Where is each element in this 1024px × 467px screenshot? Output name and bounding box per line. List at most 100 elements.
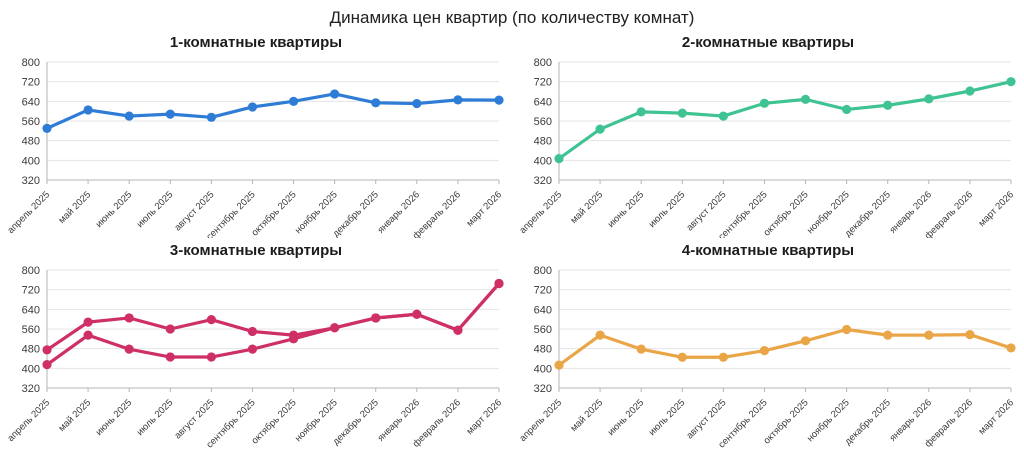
chart-3-room-title: 3-комнатные квартиры <box>169 242 343 259</box>
chart-grid: 1-комнатные квартиры 320 400 480 560 640 720 8… <box>0 32 1024 462</box>
data-point <box>288 334 299 344</box>
x-tick-label: май 2025 <box>569 397 606 434</box>
data-point <box>83 317 93 327</box>
y-tick-label: 800 <box>534 57 552 69</box>
data-point <box>554 360 564 370</box>
y-tick-label: 720 <box>22 285 40 297</box>
x-tick-label: апрель 2025 <box>5 189 52 236</box>
data-point <box>206 112 216 122</box>
data-point <box>247 344 258 354</box>
data-point <box>371 98 381 108</box>
y-tick-label: 560 <box>534 324 552 336</box>
y-tick-label: 400 <box>22 363 40 375</box>
x-tick-label: июль 2025 <box>135 397 176 438</box>
x-tick-label: июнь 2025 <box>94 189 135 230</box>
x-tick-label: август 2025 <box>172 397 216 441</box>
x-tick-label: март 2026 <box>977 397 1017 437</box>
y-tick-label: 320 <box>534 383 552 395</box>
data-point <box>595 124 605 134</box>
y-tick-label: 720 <box>534 285 552 297</box>
data-point <box>42 360 52 370</box>
x-tick-label: март 2026 <box>465 189 505 229</box>
chart-1-room: 1-комнатные квартиры 320 400 480 560 640 720 8… <box>0 32 512 240</box>
x-tick-label: апрель 2025 <box>517 189 564 236</box>
data-point <box>883 100 893 110</box>
data-point <box>965 86 975 96</box>
data-point <box>288 96 299 106</box>
data-point <box>965 330 975 340</box>
y-tick-label: 800 <box>22 57 40 69</box>
data-point <box>718 352 728 362</box>
x-tick-label: июль 2025 <box>135 189 176 230</box>
data-point <box>636 107 646 117</box>
data-point <box>494 278 504 289</box>
chart-2-room: 2-комнатные квартиры 320 400 480 560 640 720 8… <box>512 32 1024 240</box>
chart-3-room: 3-комнатные квартиры 320 400 480 560 640 720 8… <box>0 240 512 462</box>
x-tick-label: май 2025 <box>57 397 94 434</box>
x-tick-label: август 2025 <box>172 189 216 233</box>
y-tick-label: 560 <box>534 116 552 128</box>
x-tick-label: май 2025 <box>569 189 606 226</box>
series-line <box>45 281 501 352</box>
data-point <box>924 330 934 340</box>
data-point <box>718 111 728 121</box>
data-point <box>453 325 463 335</box>
data-point <box>800 94 811 104</box>
x-tick-label: март 2026 <box>977 189 1017 229</box>
data-point <box>42 123 52 133</box>
x-tick-label: август 2025 <box>684 397 728 441</box>
data-point <box>554 154 564 164</box>
data-point <box>247 102 258 112</box>
data-point <box>453 95 463 105</box>
x-tick-label: июнь 2025 <box>606 189 647 230</box>
chart-1-room-canvas: 320 400 480 560 640 720 800 апрель 2025 май 2025… <box>5 57 505 238</box>
page-title: Динамика цен квартир (по количеству комн… <box>329 8 695 27</box>
data-point <box>124 344 134 354</box>
data-point <box>124 111 134 121</box>
y-tick-label: 640 <box>534 96 552 108</box>
x-tick-label: июнь 2025 <box>606 397 647 438</box>
y-tick-label: 640 <box>22 96 40 108</box>
x-tick-label: март 2026 <box>465 397 505 437</box>
y-tick-label: 480 <box>22 344 40 356</box>
series-line <box>557 327 1013 367</box>
data-point <box>412 98 422 109</box>
data-point <box>842 104 852 115</box>
chart-1-room-title: 1-комнатные квартиры <box>169 34 343 51</box>
y-tick-label: 400 <box>22 155 40 167</box>
data-point <box>165 352 175 362</box>
data-point <box>83 330 93 340</box>
x-tick-label: август 2025 <box>684 189 728 233</box>
y-tick-label: 400 <box>534 155 552 167</box>
series-line <box>45 281 501 367</box>
y-tick-label: 800 <box>534 265 552 277</box>
y-tick-label: 480 <box>22 136 40 148</box>
data-point <box>83 105 93 115</box>
data-point <box>206 352 216 362</box>
data-point <box>636 344 646 354</box>
data-point <box>842 324 852 335</box>
chart-4-room-canvas: 320 400 480 560 640 720 800 апрель 2025 май 2025… <box>517 265 1017 451</box>
x-tick-label: июль 2025 <box>647 397 688 438</box>
data-point <box>677 352 687 362</box>
data-point <box>800 336 811 346</box>
series-line <box>45 92 501 130</box>
chart-4-room-title: 4-комнатные квартиры <box>681 242 855 259</box>
x-tick-label: апрель 2025 <box>5 397 52 444</box>
data-point <box>165 324 175 334</box>
data-point <box>247 326 258 337</box>
x-tick-label: апрель 2025 <box>517 397 564 444</box>
data-point <box>371 313 381 323</box>
y-tick-label: 720 <box>22 77 40 89</box>
x-tick-label: июль 2025 <box>647 189 688 230</box>
chart-4-room: 4-комнатные квартиры 320 400 480 560 640 720 8… <box>512 240 1024 462</box>
x-tick-label: июнь 2025 <box>94 397 135 438</box>
data-point <box>595 330 605 340</box>
chart-2-room-canvas: 320 400 480 560 640 720 800 апрель 2025 май 2025… <box>517 57 1017 238</box>
data-point <box>165 109 175 119</box>
chart-2-room-title: 2-комнатные квартиры <box>681 34 855 51</box>
data-point <box>883 330 893 340</box>
y-tick-label: 640 <box>534 304 552 316</box>
y-tick-label: 720 <box>534 77 552 89</box>
